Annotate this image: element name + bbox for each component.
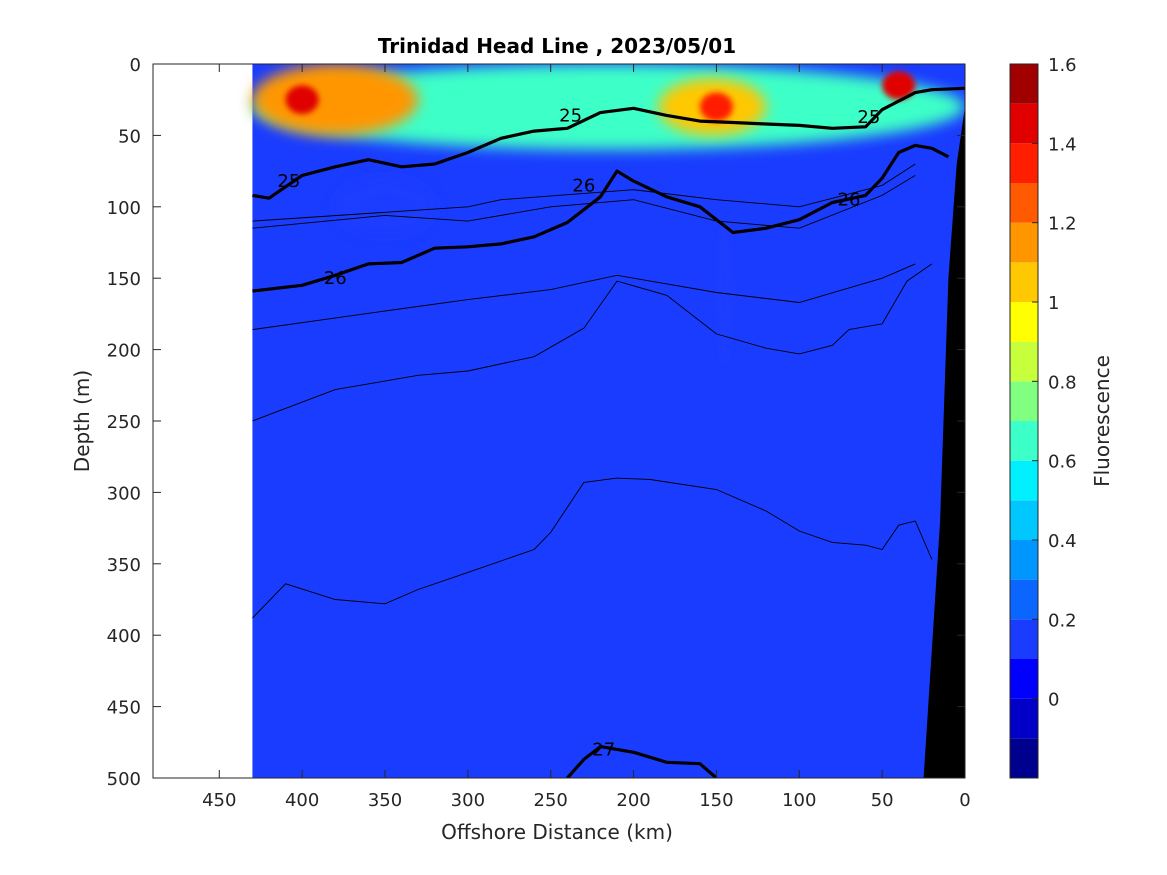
thin-contour-line-3 [252,263,916,331]
bathymetry-shape [923,106,965,778]
contour-label-5: 26 [572,175,595,196]
x-tick-label: 0 [959,790,970,811]
colorbar-tick-label: 0.8 [1048,372,1077,393]
colorbar-swatch [1010,341,1038,382]
contour-label-2: 25 [559,105,582,126]
fluorescence-field [252,64,965,778]
colorbar-swatch [1010,222,1038,263]
field-surface_peak-6 [882,71,916,100]
x-tick-label: 150 [699,790,733,811]
x-axis-label: Offshore Distance (km) [441,820,673,844]
colorbar-swatch [1010,659,1038,699]
contour-line-25 [252,86,965,200]
y-tick-label: 350 [107,555,141,576]
field-background [252,64,965,778]
y-tick-label: 450 [107,698,141,719]
colorbar-tick-label: 0.2 [1048,610,1077,631]
contour-line-27 [566,745,718,778]
x-axis: 450 400 350 300 250 200 150 100 50 0 [202,64,971,811]
contour-labels: 25 25 25 26 26 26 27 [277,105,880,760]
colorbar-swatch [1010,421,1038,461]
colorbar-frame [1009,63,1039,779]
x-tick-label: 250 [534,790,568,811]
chart-title: Trinidad Head Line , 2023/05/01 [378,34,736,58]
y-tick-label: 100 [107,198,141,219]
contour-label-4: 26 [324,268,347,289]
x-tick-label: 400 [285,790,319,811]
colorbar-swatch [1010,698,1038,739]
x-tick-label: 450 [202,790,236,811]
colorbar-swatch [1010,500,1038,540]
thin-contour-line-4 [252,263,933,422]
colorbar: 0 0.2 0.4 0.6 0.8 1 1.2 1.4 1.6 [1009,55,1077,779]
colorbar-tick-label: 0.4 [1048,531,1077,552]
field-surface_peak-3 [285,85,319,114]
contour-label-7: 27 [592,739,615,760]
x-tick-label: 100 [782,790,816,811]
colorbar-swatch [1010,460,1038,501]
field-surface_peak-5 [699,92,734,122]
bathymetry [923,106,965,778]
field-subsurface_minimum-8 [716,221,733,364]
x-tick-label: 200 [616,790,650,811]
thin-contour-line-1 [252,163,916,222]
y-tick-label: 0 [130,55,141,76]
x-tick-label: 50 [871,790,894,811]
colorbar-swatch [1010,302,1038,342]
y-axis: 0 50 100 150 200 250 300 350 400 450 500 [107,55,965,790]
contour-line-26 [252,143,950,293]
colorbar-tick-label: 0 [1048,690,1059,711]
y-tick-label: 300 [107,483,141,504]
x-tick-label: 350 [368,790,402,811]
field-subsurface_minimum-7 [335,178,435,236]
thin-contour-line-5 [252,477,933,619]
y-tick-label: 500 [107,769,141,790]
x-tick-label: 300 [451,790,485,811]
colorbar-swatch [1010,262,1038,302]
colorbar-swatch [1010,64,1038,104]
field-near_surface_band-1 [252,64,965,150]
colorbar-tick-label: 1 [1048,293,1059,314]
colorbar-swatch [1010,738,1038,778]
y-tick-label: 250 [107,412,141,433]
y-tick-label: 400 [107,626,141,647]
colorbar-swatch [1010,579,1038,620]
contour-label-3: 25 [857,107,880,128]
colorbar-swatch [1010,540,1038,580]
colorbar-swatch [1010,143,1038,183]
colorbar-swatch [1010,103,1038,144]
colorbar-swatch [1010,183,1038,223]
y-tick-label: 50 [118,126,141,147]
colorbar-tick-label: 0.6 [1048,452,1077,473]
colorbar-swatch [1010,619,1038,659]
density-contours [252,86,965,778]
colorbar-tick-label: 1.6 [1048,55,1077,76]
y-axis-label: Depth (m) [70,370,94,472]
y-tick-label: 150 [107,269,141,290]
y-tick-label: 200 [107,341,141,362]
colorbar-tick-label: 1.4 [1048,134,1077,155]
colorbar-swatch [1010,381,1038,421]
contour-label-1: 25 [277,171,300,192]
thin-contour-line-2 [252,175,916,229]
field-surface_patch-2 [252,64,419,136]
contour-label-6: 26 [838,190,861,211]
colorbar-tick-label: 1.2 [1048,214,1077,235]
colorbar-label: Fluorescence [1090,355,1114,487]
